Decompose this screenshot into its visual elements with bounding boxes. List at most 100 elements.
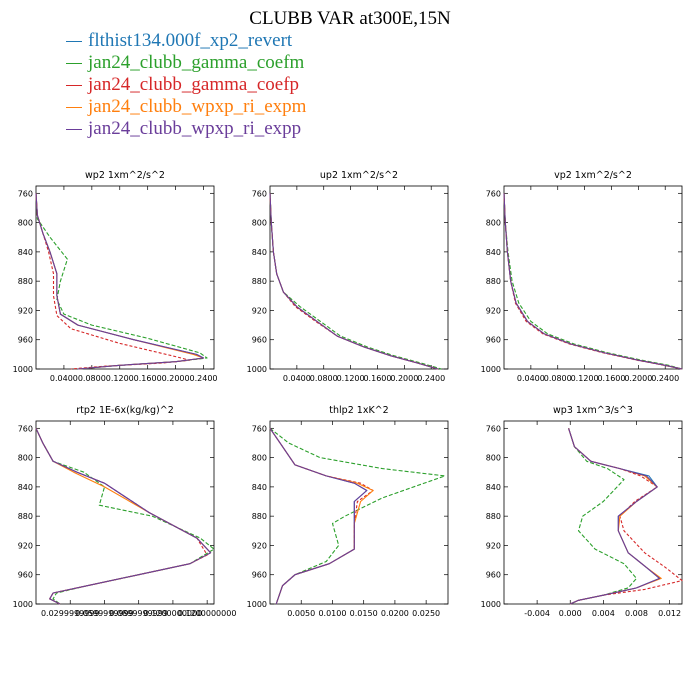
series-line [503,193,683,370]
y-tick-label: 800 [486,219,501,228]
y-tick-label: 800 [252,454,267,463]
series-line [35,193,208,370]
y-tick-label: 760 [252,424,267,433]
x-tick-label: 0.008 [625,609,648,618]
series-line [35,193,205,370]
plot-frame [35,185,215,370]
y-tick-label: 920 [18,306,33,315]
y-tick-label: 800 [18,219,33,228]
y-tick-label: 960 [486,571,501,580]
legend-swatch [66,129,82,131]
legend-item: jan24_clubb_gamma_coefm [66,52,306,74]
y-tick-label: 760 [18,424,33,433]
y-tick-label: 1000 [247,600,267,609]
x-tick-label: 0.0400 [283,374,311,383]
legend: flthist134.000f_xp2_revert jan24_clubb_g… [66,30,306,140]
x-tick-label: 0.1200000000 [144,609,203,618]
y-tick-label: 880 [18,277,33,286]
series-line [269,193,442,370]
x-tick-label: 0.012 [658,609,681,618]
y-tick-label: 840 [486,248,501,257]
legend-label: jan24_clubb_gamma_coefm [88,52,305,73]
legend-label: jan24_clubb_gamma_coefp [88,74,300,95]
series-line [269,427,374,605]
y-tick-label: 1000 [481,365,501,374]
y-tick-label: 960 [252,571,267,580]
x-tick-label: 0.0200 [381,609,409,618]
x-tick-label: 0.0800 [78,374,106,383]
x-tick-label: 0.0400 [50,374,78,383]
x-tick-label: 0.0100 [318,609,346,618]
y-tick-label: 840 [252,483,267,492]
y-tick-label: 960 [252,336,267,345]
x-tick-label: 0.1200 [337,374,365,383]
series-line [503,193,683,370]
series-line [269,427,368,605]
y-tick-label: 960 [18,336,33,345]
y-tick-label: 1000 [13,600,33,609]
panel-title: rtp2 1E-6x(kg/kg)^2 [76,405,174,416]
x-tick-label: 0.0400 [517,374,545,383]
y-tick-label: 1000 [247,365,267,374]
series-line [269,427,446,605]
y-tick-label: 760 [18,189,33,198]
y-tick-label: 800 [18,454,33,463]
panel-title: thlp2 1xK^2 [329,405,388,416]
y-tick-label: 920 [252,306,267,315]
legend-item: flthist134.000f_xp2_revert [66,30,306,52]
plot-frame [269,185,449,370]
plot-frame [503,420,683,605]
x-tick-label: 0.1200000000 [178,609,237,618]
y-tick-label: 880 [18,512,33,521]
y-tick-label: 960 [18,571,33,580]
series-line [503,193,683,370]
figure-title: CLUBB VAR at300E,15N [249,8,451,29]
x-tick-label: 0.0599999999 [75,609,134,618]
x-tick-label: 0.2400 [190,374,218,383]
y-tick-label: 760 [252,189,267,198]
x-tick-label: 0.1200 [571,374,599,383]
series-line [35,193,191,370]
x-tick-label: 0.1600 [363,374,391,383]
series-line [35,193,205,370]
panel-title: vp2 1xm^2/s^2 [554,170,632,181]
x-tick-label: -0.004 [524,609,550,618]
x-tick-label: 0.0299999999 [41,609,100,618]
series-line [568,428,661,605]
series-line [35,428,208,605]
series-line [269,427,374,605]
legend-label: flthist134.000f_xp2_revert [88,30,293,51]
y-tick-label: 960 [486,336,501,345]
y-tick-label: 920 [18,541,33,550]
x-tick-label: 0.0150 [350,609,378,618]
x-tick-label: 0.2400 [417,374,445,383]
plot-frame [269,420,449,605]
x-tick-label: 0.1600 [597,374,625,383]
x-tick-label: 0.2400 [651,374,679,383]
x-tick-label: 0.004 [592,609,615,618]
legend-swatch [66,41,82,43]
legend-label: jan24_clubb_wpxp_ri_expp [88,118,302,139]
y-tick-label: 880 [252,277,267,286]
legend-item: jan24_clubb_wpxp_ri_expp [66,118,306,140]
x-tick-label: 0.1600 [134,374,162,383]
x-tick-label: 0.0250 [412,609,440,618]
x-tick-label: 0.000 [559,609,582,618]
series-line [269,193,439,370]
plot-frame [35,420,215,605]
y-tick-label: 840 [18,248,33,257]
x-tick-label: 0.0899999999 [109,609,168,618]
panel-title: wp2 1xm^2/s^2 [85,170,165,181]
y-tick-label: 920 [252,541,267,550]
y-tick-label: 840 [252,248,267,257]
series-line [568,428,638,605]
x-tick-label: 0.0050 [287,609,315,618]
y-tick-label: 880 [486,512,501,521]
y-tick-label: 920 [486,541,501,550]
y-tick-label: 1000 [481,600,501,609]
legend-swatch [66,63,82,65]
legend-swatch [66,107,82,109]
legend-item: jan24_clubb_gamma_coefp [66,74,306,96]
x-tick-label: 0.0800 [310,374,338,383]
